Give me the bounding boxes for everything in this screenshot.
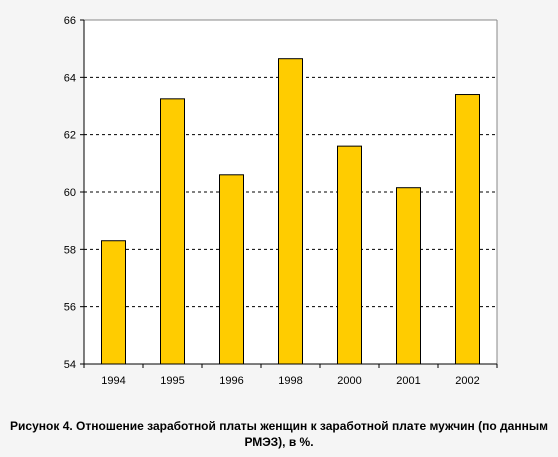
y-tick-label: 56 [64, 302, 76, 314]
y-tick-label: 64 [64, 72, 76, 84]
bar-chart: 54 56 58 60 62 64 66 1994 1995 1996 1998 2000 2001 20… [64, 15, 498, 387]
bar-1996 [219, 174, 244, 365]
y-tick-label: 60 [64, 187, 76, 199]
x-tick-label: 2002 [455, 375, 479, 387]
x-tick-label: 1995 [160, 375, 184, 387]
bar-2002 [455, 94, 480, 365]
y-tick-label: 54 [64, 359, 76, 371]
y-tick-label: 58 [64, 244, 76, 256]
x-tick-label: 2000 [337, 375, 361, 387]
x-tick-label: 2001 [396, 375, 420, 387]
bar-2001 [396, 187, 421, 365]
y-tick-label: 62 [64, 130, 76, 142]
y-tick-label: 66 [64, 15, 76, 27]
figure-caption: Рисунок 4. Отношение заработной платы же… [10, 419, 548, 449]
bar-1995 [160, 98, 185, 365]
bar-2000 [337, 145, 362, 365]
x-tick-label: 1994 [101, 375, 125, 387]
x-tick-label: 1996 [219, 375, 243, 387]
bar-1994 [101, 240, 126, 365]
bar-1998 [278, 58, 303, 365]
x-tick-label: 1998 [278, 375, 302, 387]
